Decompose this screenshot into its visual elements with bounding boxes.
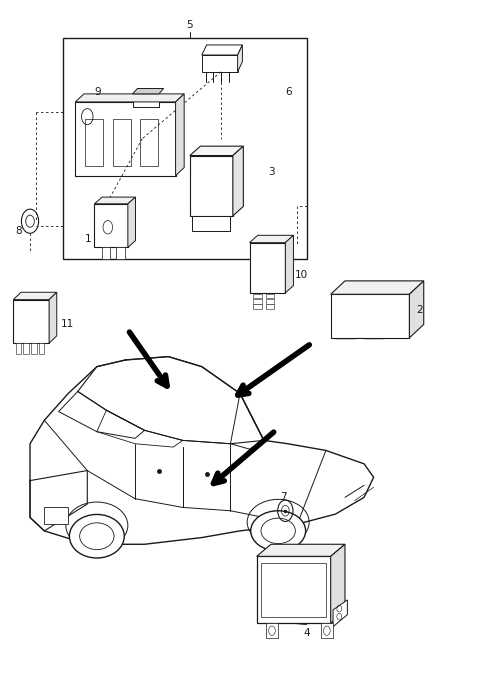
- Polygon shape: [257, 544, 345, 557]
- Bar: [266, 623, 278, 638]
- Ellipse shape: [70, 514, 124, 558]
- Bar: [85, 118, 103, 166]
- Ellipse shape: [251, 511, 306, 551]
- Text: 6: 6: [285, 87, 292, 97]
- Bar: [63, 38, 307, 259]
- Text: 1: 1: [85, 234, 92, 244]
- Bar: [266, 293, 275, 298]
- Text: 3: 3: [269, 168, 275, 177]
- Bar: [250, 243, 285, 293]
- Bar: [331, 294, 409, 338]
- Polygon shape: [13, 292, 57, 299]
- Bar: [140, 118, 158, 166]
- Bar: [75, 102, 176, 176]
- Polygon shape: [285, 236, 293, 293]
- Polygon shape: [190, 146, 243, 155]
- Bar: [266, 304, 275, 309]
- Bar: [16, 343, 22, 354]
- Bar: [253, 304, 262, 309]
- Text: 8: 8: [15, 225, 22, 236]
- Bar: [38, 343, 44, 354]
- Bar: [95, 204, 128, 248]
- Text: 4: 4: [303, 628, 310, 638]
- Polygon shape: [333, 600, 348, 627]
- Bar: [253, 293, 262, 298]
- Polygon shape: [128, 197, 135, 248]
- Text: 10: 10: [295, 270, 308, 280]
- Bar: [102, 248, 110, 259]
- Polygon shape: [49, 292, 57, 343]
- Bar: [192, 216, 230, 231]
- Polygon shape: [132, 89, 164, 94]
- Text: 5: 5: [187, 20, 193, 30]
- Bar: [98, 214, 117, 241]
- Polygon shape: [75, 94, 184, 102]
- Bar: [116, 248, 124, 259]
- Bar: [24, 343, 29, 354]
- Polygon shape: [233, 146, 243, 216]
- Polygon shape: [176, 94, 184, 176]
- Polygon shape: [202, 45, 242, 55]
- Bar: [190, 155, 233, 216]
- Bar: [44, 507, 68, 524]
- Bar: [257, 557, 331, 623]
- Polygon shape: [331, 281, 424, 294]
- Bar: [202, 55, 238, 72]
- Text: 9: 9: [95, 87, 101, 97]
- Bar: [321, 623, 333, 638]
- Bar: [132, 94, 159, 107]
- Polygon shape: [331, 544, 345, 623]
- Text: 11: 11: [61, 320, 74, 330]
- Polygon shape: [238, 45, 242, 72]
- Bar: [13, 299, 49, 343]
- Bar: [336, 300, 360, 332]
- Bar: [253, 299, 262, 304]
- Polygon shape: [409, 281, 424, 338]
- Ellipse shape: [261, 518, 295, 544]
- Bar: [16, 311, 33, 338]
- Bar: [266, 299, 275, 304]
- Text: 7: 7: [281, 493, 287, 502]
- Polygon shape: [250, 236, 293, 243]
- Bar: [31, 343, 36, 354]
- Polygon shape: [95, 197, 135, 204]
- Text: 2: 2: [417, 305, 423, 315]
- Ellipse shape: [80, 523, 114, 550]
- Bar: [113, 118, 131, 166]
- Bar: [262, 563, 326, 616]
